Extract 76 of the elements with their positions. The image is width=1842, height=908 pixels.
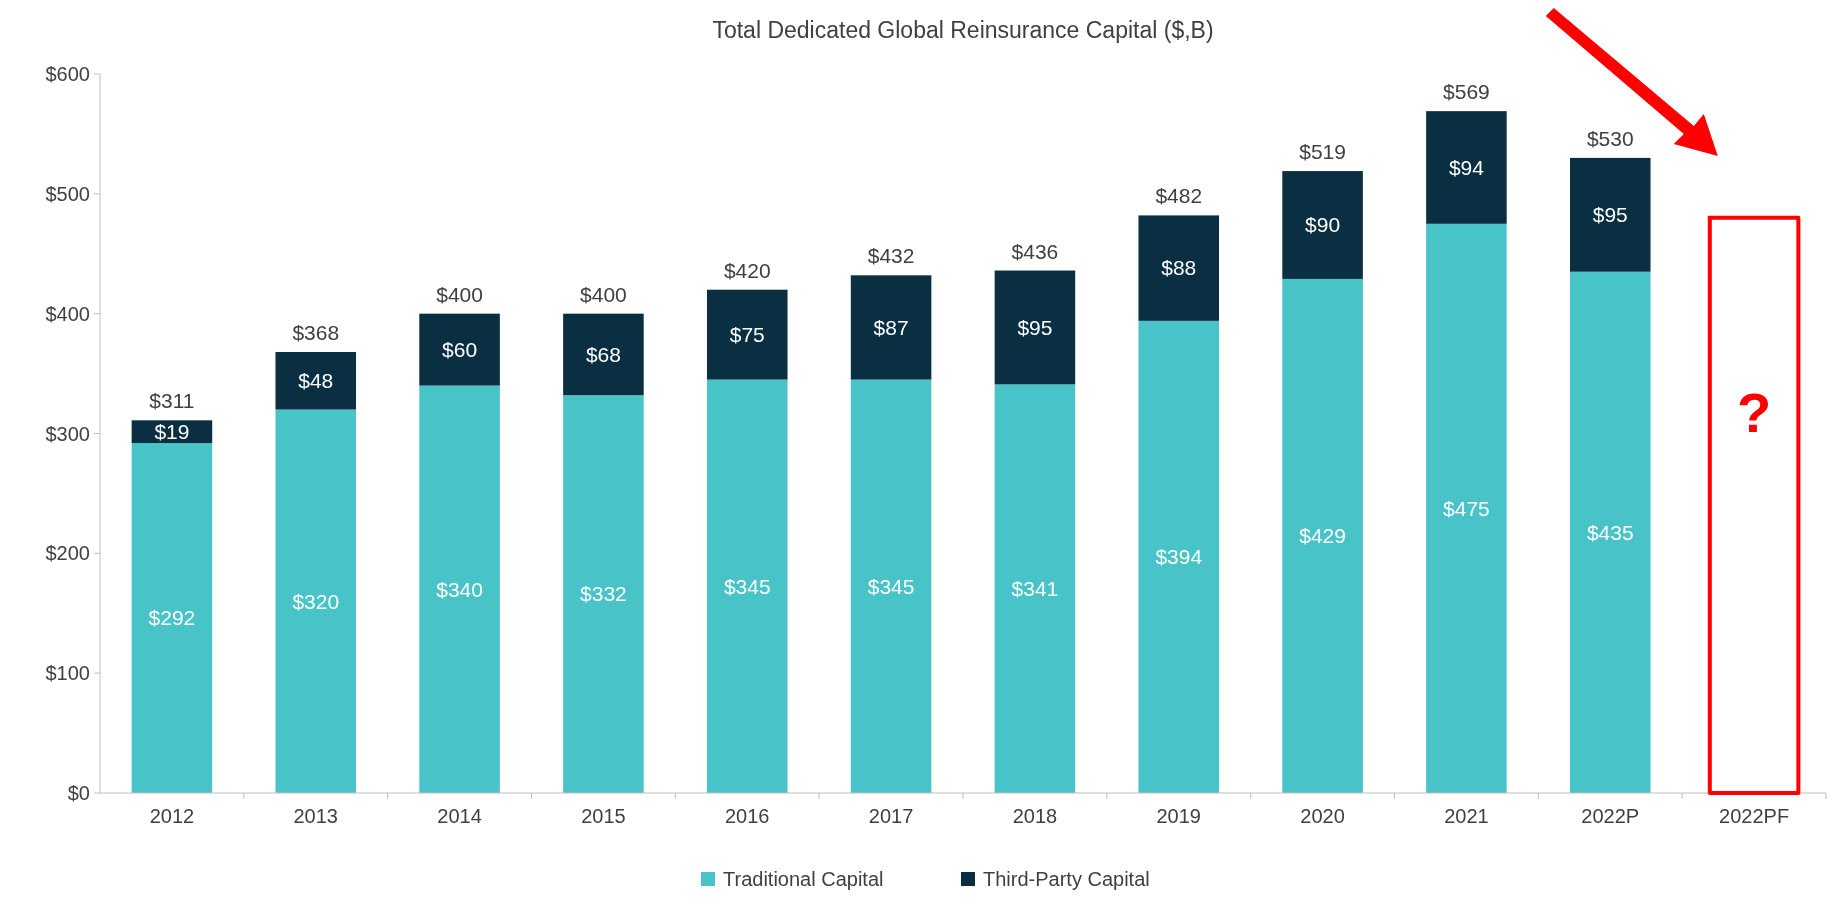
- bar: [563, 395, 644, 793]
- bar: [706, 289, 788, 380]
- bar: [1426, 223, 1507, 793]
- x-tick-label: 2020: [1300, 805, 1345, 827]
- bar: [419, 313, 500, 386]
- bar: [1426, 111, 1507, 224]
- x-tick-label: 2013: [293, 805, 338, 827]
- y-tick-label: $100: [45, 662, 90, 685]
- x-tick-label: 2017: [868, 805, 914, 827]
- x-tick-label: 2012: [149, 805, 195, 827]
- total-label: $530: [1586, 126, 1634, 150]
- annotation: ?: [1736, 380, 1772, 444]
- data-label: $345: [867, 574, 915, 598]
- bar: [706, 379, 788, 793]
- chart-title: Total Dedicated Global Reinsurance Capital ($,B): [712, 17, 1214, 43]
- legend-label: Third-Party Capital: [983, 868, 1150, 890]
- bar: [1569, 271, 1651, 793]
- data-label: $95: [1017, 315, 1053, 339]
- total-label: $519: [1299, 140, 1346, 164]
- bar: [275, 352, 357, 410]
- x-tick-label: 2015: [581, 805, 626, 827]
- y-tick-label: $200: [45, 542, 90, 565]
- bar: [1138, 215, 1220, 321]
- data-label: $332: [580, 582, 627, 606]
- x-tick-label: 2022P: [1581, 805, 1640, 827]
- y-tick-label: $400: [45, 302, 90, 325]
- total-label: $400: [580, 282, 627, 306]
- total-label: $368: [292, 321, 340, 345]
- bar: [275, 409, 357, 793]
- x-tick-label: 2022PF: [1719, 805, 1790, 827]
- y-tick-label: $500: [45, 182, 90, 205]
- data-label: $95: [1592, 203, 1628, 227]
- total-label: $436: [1011, 239, 1059, 263]
- bar: [1282, 278, 1363, 793]
- total-label: $311: [149, 389, 195, 413]
- x-tick-label: 2019: [1156, 805, 1201, 827]
- bar: [850, 379, 932, 793]
- data-label: $345: [723, 574, 771, 598]
- data-label: $292: [148, 606, 196, 630]
- bar: [994, 270, 1076, 385]
- data-label: $320: [292, 589, 340, 613]
- data-label: $90: [1305, 213, 1341, 237]
- total-label: $400: [436, 282, 483, 306]
- bar: [131, 443, 213, 793]
- data-label: $429: [1299, 524, 1346, 548]
- bar: [850, 275, 932, 380]
- x-tick-label: 2014: [437, 805, 482, 827]
- data-label: $75: [729, 322, 765, 346]
- data-label: $435: [1586, 520, 1634, 544]
- total-label: $569: [1443, 80, 1490, 104]
- data-label: $394: [1155, 545, 1203, 569]
- y-tick-label: $600: [45, 63, 90, 85]
- data-label: $60: [442, 337, 478, 361]
- data-label: $340: [436, 577, 483, 601]
- data-label: $48: [298, 369, 334, 393]
- total-label: $482: [1155, 184, 1203, 208]
- total-label: $420: [723, 258, 771, 282]
- data-label: $68: [585, 342, 621, 366]
- bar: [1282, 171, 1363, 279]
- data-label: $341: [1011, 577, 1059, 601]
- y-tick-label: $300: [45, 422, 90, 445]
- x-tick-label: 2021: [1444, 805, 1489, 827]
- data-label: $94: [1448, 155, 1485, 179]
- data-label: $88: [1161, 256, 1197, 280]
- x-tick-label: 2016: [725, 805, 770, 827]
- x-tick-label: 2018: [1012, 805, 1058, 827]
- y-tick-label: $0: [67, 782, 90, 804]
- data-label: $19: [154, 420, 190, 444]
- data-label: $87: [873, 315, 909, 339]
- bar: [563, 313, 644, 396]
- bar: [1138, 320, 1220, 793]
- bar: [419, 385, 500, 793]
- total-label: $432: [867, 244, 915, 268]
- legend-label: Traditional Capital: [723, 868, 884, 890]
- data-label: $475: [1443, 496, 1490, 520]
- bar: [994, 384, 1076, 793]
